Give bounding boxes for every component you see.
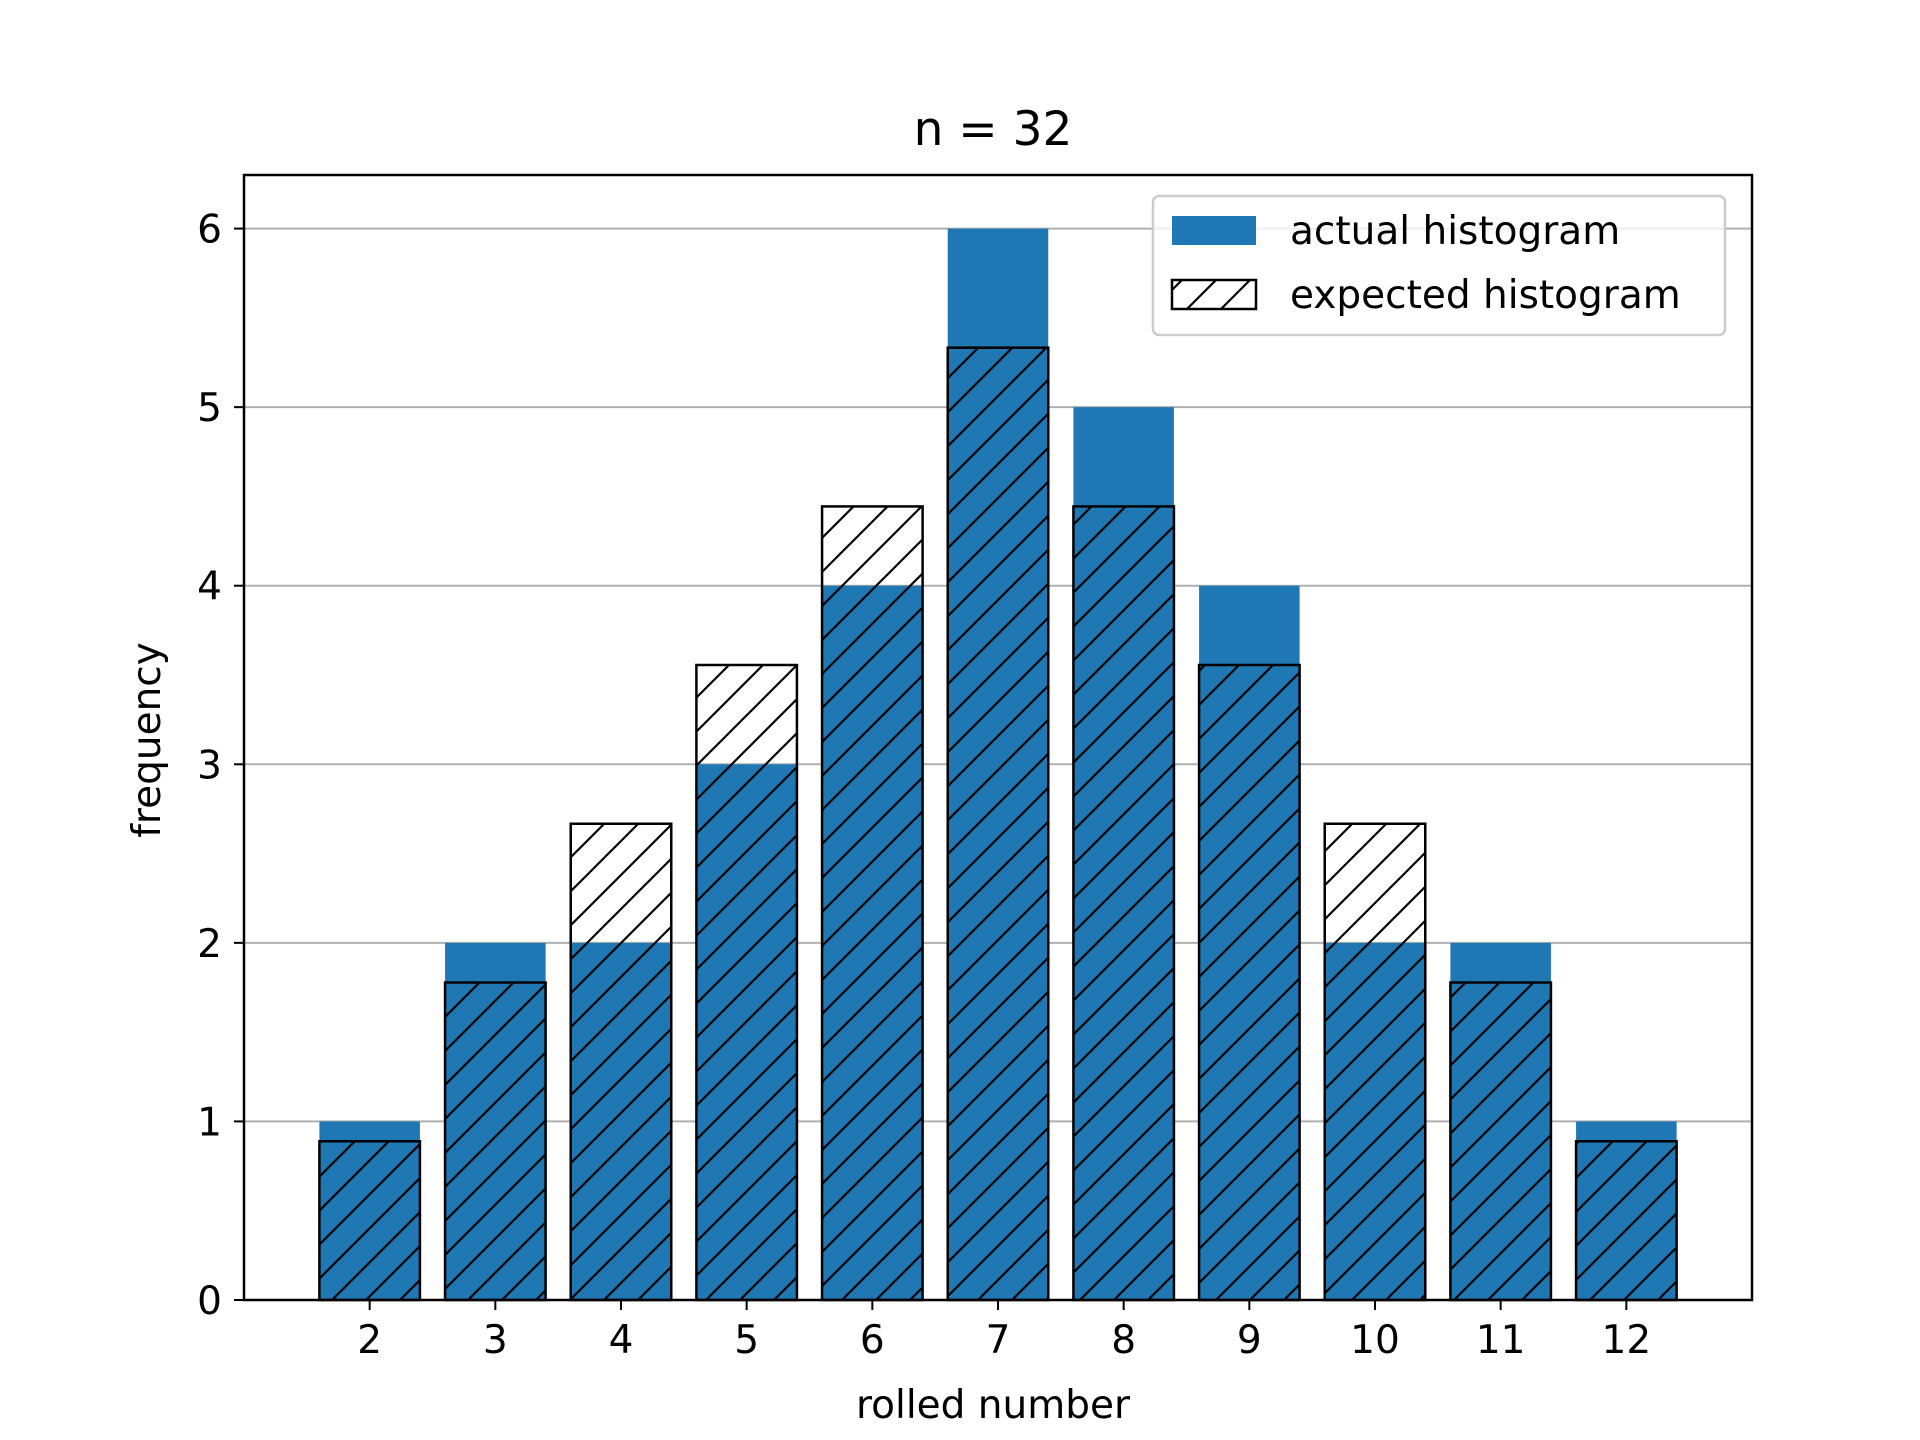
x-axis-ticks: 2 3 4 5 6 7 8 9 10 11 12 (357, 1300, 1651, 1363)
legend-box (1151, 194, 1727, 337)
x-tick-label: 11 (1476, 1318, 1526, 1363)
expected-bar (1323, 822, 1427, 1302)
expected-bar (695, 663, 799, 1302)
expected-bar (443, 981, 547, 1302)
x-tick-label: 2 (357, 1318, 382, 1363)
legend-label-actual: actual histogram (1290, 209, 1620, 254)
legend-swatch-expected (1170, 278, 1258, 311)
x-tick-label: 9 (1237, 1318, 1262, 1363)
x-tick-label: 3 (483, 1318, 508, 1363)
y-tick-label: 3 (197, 743, 222, 788)
x-tick-label: 4 (609, 1318, 634, 1363)
chart-title: n = 32 (914, 102, 1073, 157)
y-axis-label: frequency (125, 642, 170, 838)
x-tick-label: 12 (1602, 1318, 1652, 1363)
legend: actual histogram expected histogram (1151, 194, 1727, 337)
x-tick-label: 6 (860, 1318, 885, 1363)
y-tick-label: 2 (197, 922, 222, 967)
y-tick-label: 1 (197, 1100, 222, 1145)
legend-label-expected: expected histogram (1290, 273, 1681, 318)
y-tick-label: 0 (197, 1279, 222, 1324)
x-tick-label: 5 (734, 1318, 759, 1363)
expected-bar (1574, 1140, 1678, 1302)
y-tick-label: 6 (197, 208, 222, 253)
expected-bar (569, 822, 673, 1302)
expected-bar (946, 346, 1050, 1302)
y-tick-label: 5 (197, 386, 222, 431)
x-axis-label: rolled number (856, 1383, 1131, 1428)
x-tick-label: 8 (1111, 1318, 1136, 1363)
expected-bars (318, 346, 1678, 1302)
x-tick-label: 7 (986, 1318, 1011, 1363)
y-axis-ticks: 0 1 2 3 4 5 6 (197, 208, 244, 1324)
expected-bar (1072, 505, 1176, 1302)
x-tick-label: 10 (1350, 1318, 1400, 1363)
expected-bar (318, 1140, 422, 1302)
expected-bar (1449, 981, 1553, 1302)
legend-swatch-actual (1172, 216, 1256, 245)
expected-bar (820, 505, 924, 1302)
y-tick-label: 4 (197, 565, 222, 610)
expected-bar (1197, 663, 1301, 1302)
